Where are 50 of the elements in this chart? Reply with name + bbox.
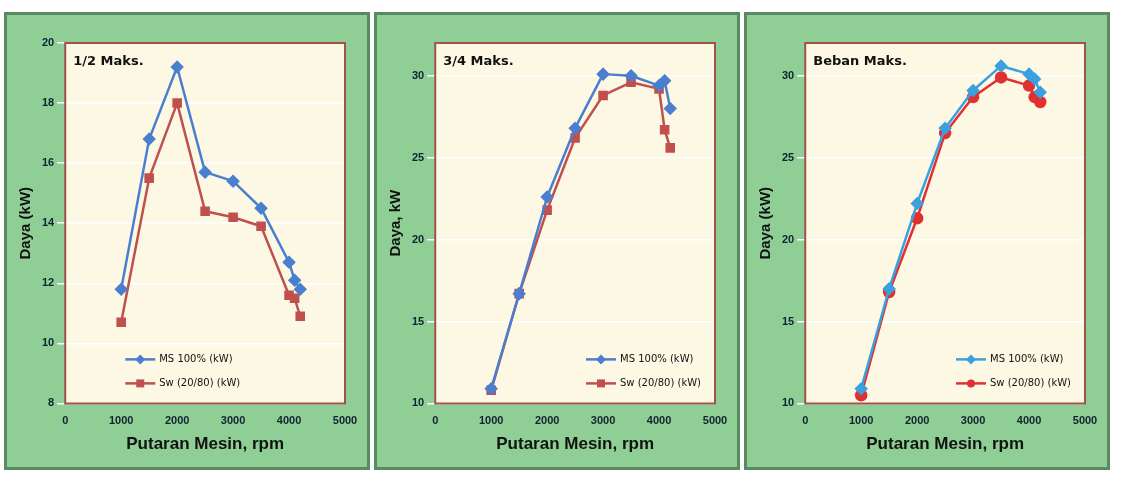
text: 3/4 Maks.	[443, 52, 514, 68]
legend-label: MS 100% (kW)	[990, 352, 1064, 364]
y-tick-label: 20	[781, 232, 795, 245]
legend-label: MS 100% (kW)	[620, 352, 694, 364]
y-tick-label: 18	[41, 96, 55, 109]
x-tick-label: 5000	[1072, 414, 1098, 427]
x-axis-title: Putaran Mesin, rpm	[866, 434, 1024, 454]
x-tick-label: 1000	[848, 414, 874, 427]
x-tick-label: 0	[802, 414, 809, 427]
x-tick-label: 2000	[164, 414, 190, 427]
text: Beban Maks.	[813, 52, 907, 68]
y-tick-label: 10	[411, 396, 425, 409]
y-tick-label: 20	[411, 232, 425, 245]
y-tick-label: 14	[41, 216, 56, 229]
y-tick-label: 12	[41, 276, 55, 289]
legend-label: MS 100% (kW)	[159, 352, 233, 364]
y-tick-label: 15	[411, 314, 425, 327]
x-tick-label: 4000	[1016, 414, 1042, 427]
x-tick-label: 4000	[276, 414, 302, 427]
y-axis-title: Daya (kW)	[756, 186, 774, 260]
x-tick-label: 5000	[702, 414, 728, 427]
x-tick-label: 3000	[590, 414, 616, 427]
y-tick-label: 30	[781, 68, 795, 81]
y-axis-title: Daya, kW	[386, 189, 404, 257]
x-tick-label: 0	[432, 414, 439, 427]
text: 1/2 Maks.	[73, 52, 144, 68]
x-tick-label: 5000	[332, 414, 358, 427]
y-tick-label: 20	[41, 36, 55, 49]
y-tick-label: 25	[781, 150, 795, 163]
x-axis-title: Putaran Mesin, rpm	[126, 434, 284, 454]
legend-label: Sw (20/80) (kW)	[159, 376, 241, 388]
legend-label: Sw (20/80) (kW)	[990, 376, 1072, 388]
x-tick-label: 3000	[220, 414, 246, 427]
y-tick-label: 16	[41, 156, 55, 169]
y-tick-label: 10	[41, 336, 55, 349]
x-tick-label: 1000	[108, 414, 134, 427]
y-tick-label: 15	[781, 314, 795, 327]
x-tick-label: 0	[62, 414, 69, 427]
x-tick-label: 4000	[646, 414, 672, 427]
y-tick-label: 25	[411, 150, 425, 163]
x-tick-label: 2000	[534, 414, 560, 427]
x-tick-label: 3000	[960, 414, 986, 427]
y-axis-title: Daya (kW)	[16, 186, 34, 260]
x-tick-label: 2000	[904, 414, 930, 427]
y-tick-label: 8	[48, 396, 55, 409]
x-tick-label: 1000	[478, 414, 504, 427]
legend-label: Sw (20/80) (kW)	[620, 376, 702, 388]
y-tick-label: 10	[781, 396, 795, 409]
y-tick-label: 30	[411, 68, 425, 81]
x-axis-title: Putaran Mesin, rpm	[496, 434, 654, 454]
